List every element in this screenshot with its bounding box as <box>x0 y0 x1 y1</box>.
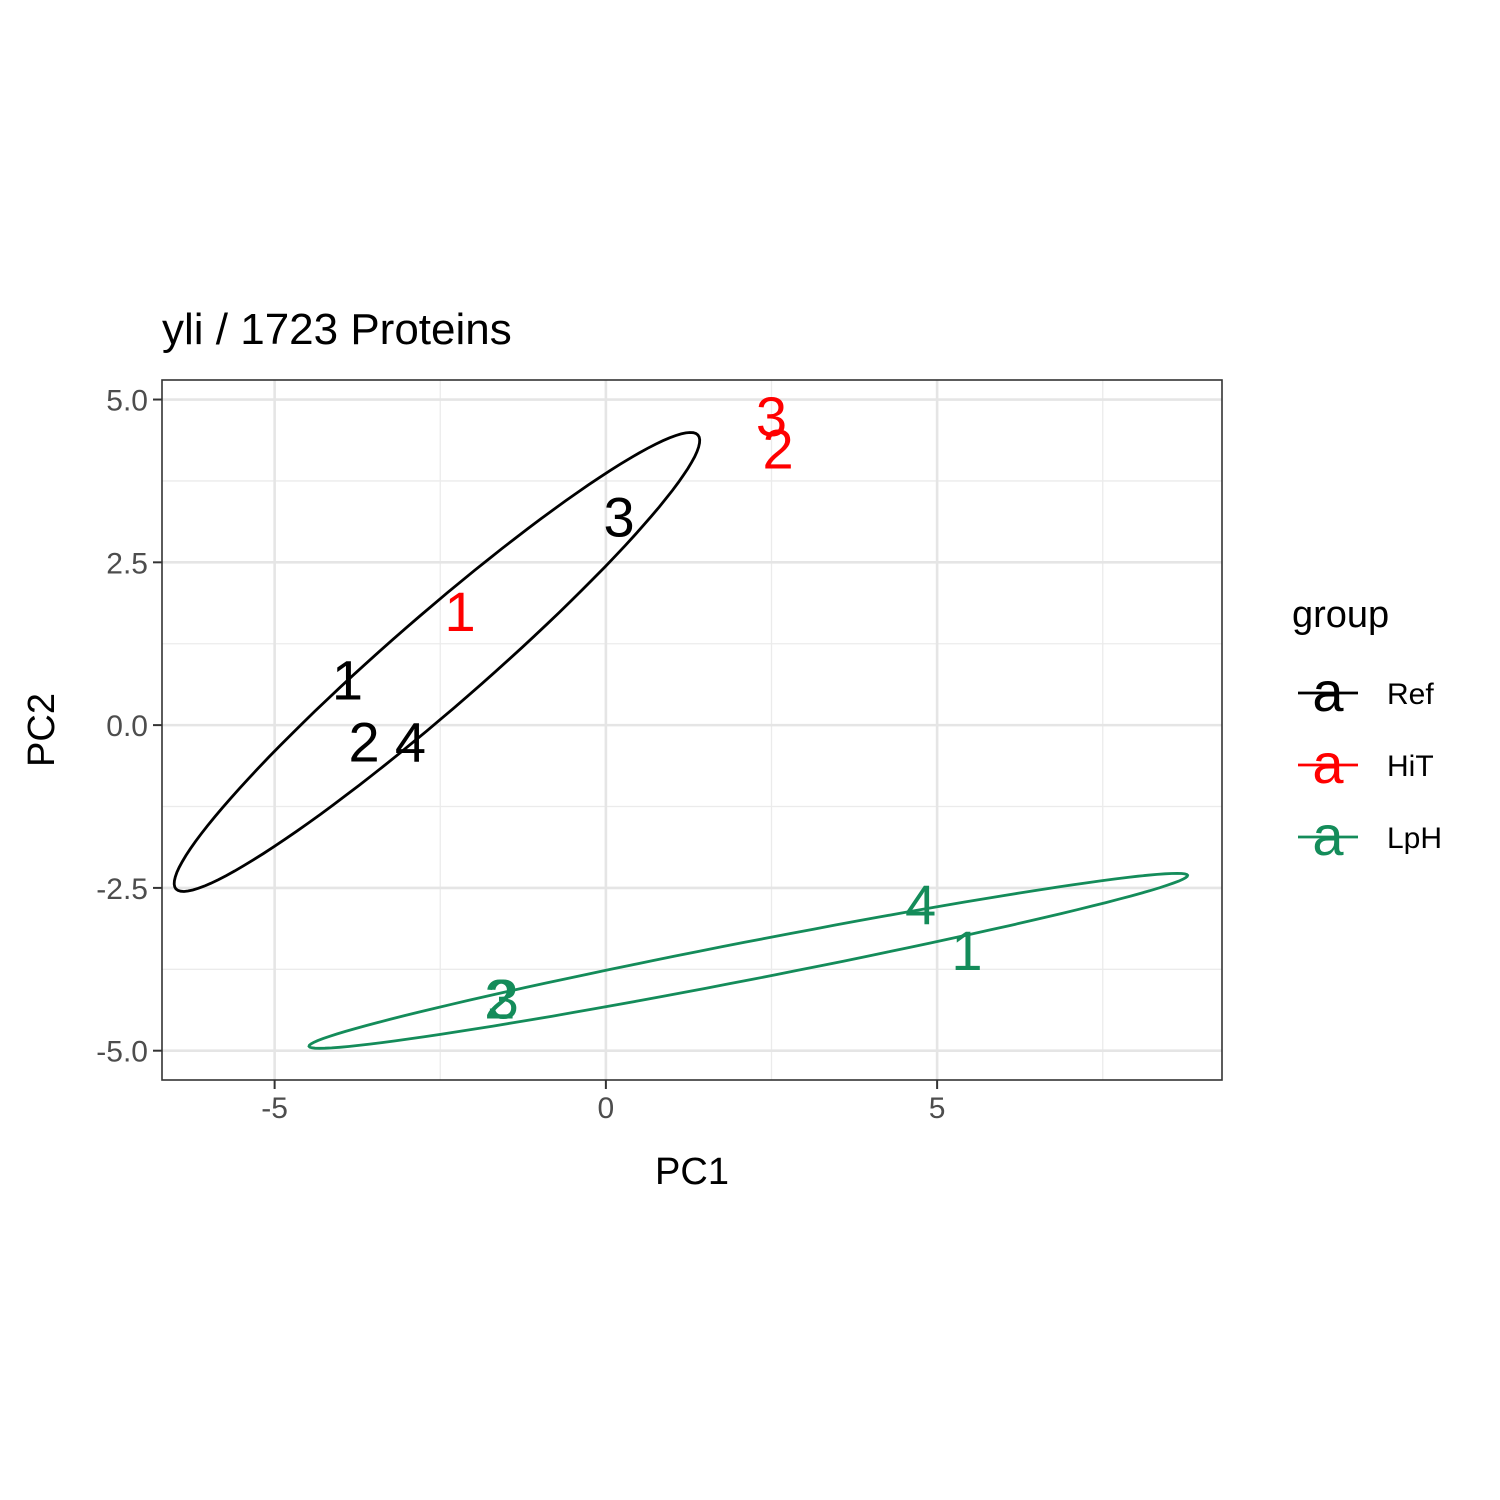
point-label-lph-3: 3 <box>488 968 519 1031</box>
x-tick-label: 0 <box>598 1092 615 1125</box>
legend-label-hit: HiT <box>1387 750 1434 783</box>
gridlines <box>162 380 1222 1080</box>
point-label-lph-1: 1 <box>951 919 982 982</box>
x-tick-label: -5 <box>261 1092 288 1125</box>
point-label-ref-3: 3 <box>604 486 635 549</box>
legend-label-lph: LpH <box>1387 822 1442 855</box>
point-label-lph-4: 4 <box>905 873 936 936</box>
legend: group a Ref a HiT a LpH <box>1292 594 1442 867</box>
y-axis-title: PC2 <box>21 693 63 767</box>
y-tick-label: -5.0 <box>96 1036 148 1069</box>
point-label-ref-1: 1 <box>332 649 363 712</box>
point-label-ref-4: 4 <box>395 710 426 773</box>
y-tick-label: 0.0 <box>106 710 148 743</box>
point-label-hit-2: 2 <box>763 417 794 480</box>
y-tick-label: 5.0 <box>106 385 148 418</box>
x-tick-label: 5 <box>929 1092 946 1125</box>
ellipse-ref <box>172 431 702 893</box>
legend-key-lph: a <box>1312 804 1344 867</box>
y-tick-label: 2.5 <box>106 547 148 580</box>
axes: -5 0 5 -5.0 -2.5 0.0 2.5 5.0 <box>96 385 945 1125</box>
point-label-hit-1: 1 <box>445 580 476 643</box>
legend-label-ref: Ref <box>1387 678 1434 711</box>
legend-title: group <box>1292 594 1389 636</box>
panel-border <box>161 379 1223 1081</box>
point-label-ref-2: 2 <box>348 710 379 773</box>
legend-key-ref: a <box>1312 660 1344 723</box>
point-label-lph-2: 2 <box>484 968 515 1031</box>
x-axis-title: PC1 <box>655 1151 729 1193</box>
chart-title: yli / 1723 Proteins <box>162 305 512 354</box>
ellipse-lph <box>307 871 1190 1050</box>
point-label-hit-3: 3 <box>756 385 787 448</box>
confidence-ellipses <box>172 431 1190 1050</box>
y-tick-label: -2.5 <box>96 873 148 906</box>
legend-key-hit: a <box>1312 732 1344 795</box>
